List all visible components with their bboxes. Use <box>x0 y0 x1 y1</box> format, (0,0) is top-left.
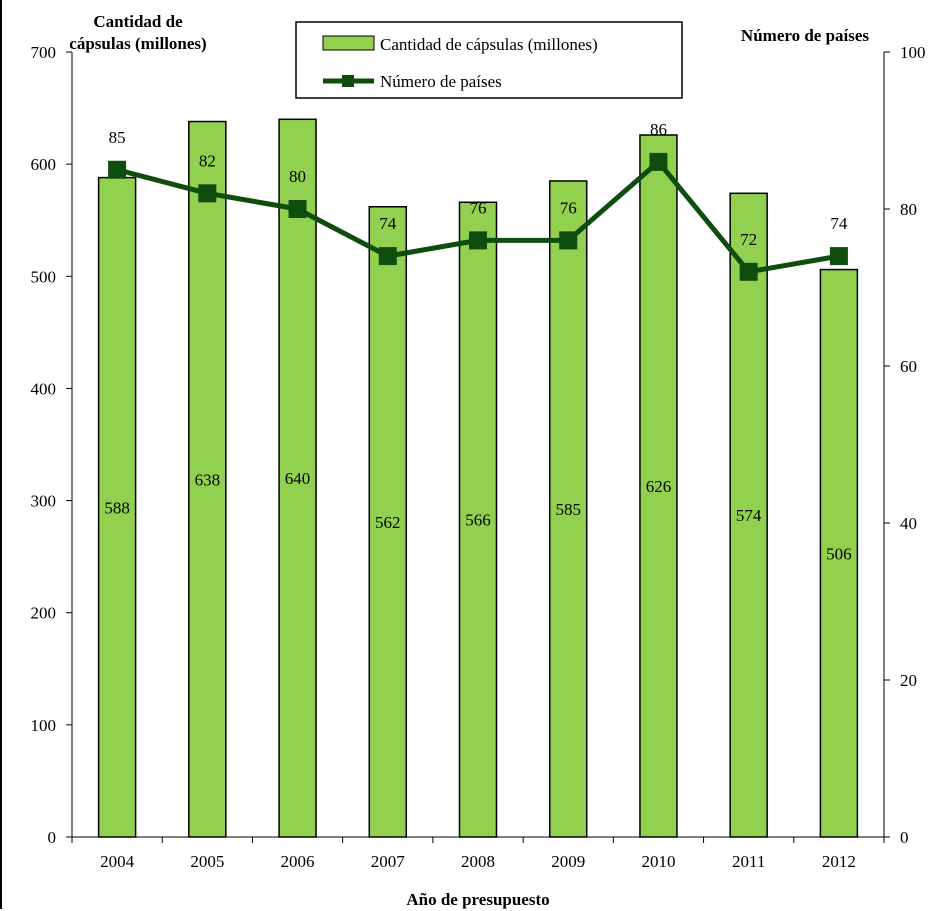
line-marker <box>559 231 578 250</box>
right-y-tick-label: 40 <box>900 514 917 533</box>
line-marker <box>108 160 127 179</box>
line-marker <box>469 231 487 250</box>
bar-data-label: 562 <box>375 513 401 532</box>
x-tick-label: 2007 <box>371 852 406 871</box>
left-y-axis-title-line: cápsulas (millones) <box>69 34 206 53</box>
right-y-tick-label: 80 <box>900 200 917 219</box>
bar <box>458 201 498 838</box>
x-tick-label: 2008 <box>461 852 495 871</box>
x-tick-label: 2009 <box>551 852 585 871</box>
line-marker <box>829 247 848 266</box>
x-tick-label: 2004 <box>100 852 135 871</box>
bar <box>548 180 588 838</box>
line-data-label: 82 <box>199 151 216 170</box>
line-data-label: 76 <box>560 198 577 217</box>
line-data-label: 72 <box>740 230 757 249</box>
bar-data-label: 626 <box>646 477 672 496</box>
bar-data-label: 566 <box>465 511 491 530</box>
right-y-tick-label: 100 <box>900 43 926 62</box>
bar-data-label: 585 <box>555 500 581 519</box>
x-tick-label: 2005 <box>190 852 224 871</box>
left-y-tick-label: 500 <box>31 267 57 286</box>
bar-data-label: 640 <box>285 469 311 488</box>
legend-line-label: Número de países <box>380 72 502 91</box>
legend-line-marker <box>342 75 354 87</box>
bar <box>368 206 408 838</box>
line-data-label: 85 <box>109 128 126 147</box>
left-y-tick-label: 0 <box>48 828 57 847</box>
right-y-tick-label: 60 <box>900 357 917 376</box>
left-y-tick-label: 700 <box>31 43 57 62</box>
x-tick-label: 2012 <box>822 852 856 871</box>
x-tick-label: 2010 <box>641 852 675 871</box>
line-data-label: 76 <box>470 198 487 217</box>
left-y-tick-label: 200 <box>31 604 57 623</box>
legend-bar-label: Cantidad de cápsulas (millones) <box>380 35 598 54</box>
line-marker <box>739 262 758 281</box>
bar <box>729 192 768 838</box>
left-y-tick-label: 100 <box>31 716 57 735</box>
line-marker <box>288 200 307 218</box>
right-y-axis-title: Número de países <box>741 26 870 45</box>
bar-data-label: 588 <box>104 498 130 517</box>
x-tick-label: 2006 <box>281 852 315 871</box>
bar <box>819 268 859 838</box>
x-axis-title: Año de presupuesto <box>406 890 549 909</box>
line-data-label: 74 <box>379 214 397 233</box>
bar <box>278 118 317 838</box>
x-tick-label: 2011 <box>732 852 765 871</box>
left-y-tick-label: 600 <box>31 155 57 174</box>
bar-data-label: 638 <box>195 470 221 489</box>
line-marker <box>649 152 668 171</box>
line-marker <box>378 247 397 266</box>
bar-data-label: 574 <box>736 506 762 525</box>
bar <box>97 176 137 838</box>
bar-data-label: 506 <box>826 544 852 563</box>
bar <box>639 134 678 838</box>
left-y-axis-title-line: Cantidad de <box>93 12 183 31</box>
bar <box>188 120 227 838</box>
legend-box <box>295 21 683 99</box>
right-y-tick-label: 20 <box>900 671 917 690</box>
line-marker <box>198 184 217 203</box>
line-data-label: 80 <box>289 167 306 186</box>
right-y-tick-label: 0 <box>900 828 909 847</box>
left-y-tick-label: 400 <box>31 379 57 398</box>
left-y-tick-label: 300 <box>31 492 57 511</box>
line-data-label: 74 <box>830 214 848 233</box>
left-y-axis-title: Cantidad de cápsulas (millones) <box>69 12 206 53</box>
line-data-label: 86 <box>650 120 667 139</box>
legend-bar-swatch <box>322 35 375 51</box>
